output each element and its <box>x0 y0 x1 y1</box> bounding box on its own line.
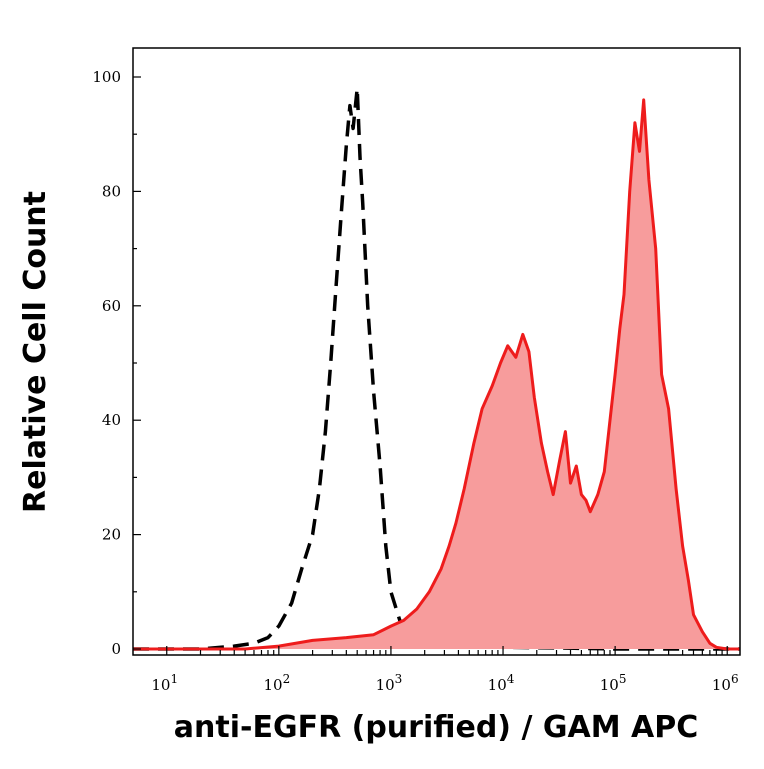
y-tick-label: 40 <box>102 411 121 429</box>
x-tick-label: 101 <box>151 672 178 694</box>
x-tick-label: 102 <box>263 672 290 694</box>
y-tick-label: 20 <box>102 526 121 544</box>
x-tick-label: 103 <box>376 672 403 694</box>
series-1-fill-area <box>133 99 740 649</box>
y-tick-label: 80 <box>102 182 121 200</box>
y-tick-label: 60 <box>102 297 121 315</box>
y-axis-title: Relative Cell Count <box>18 191 53 513</box>
x-axis-title: anti-EGFR (purified) / GAM APC <box>174 710 698 745</box>
y-tick-label: 0 <box>111 640 121 658</box>
x-tick-label: 105 <box>600 672 627 694</box>
x-tick-label: 106 <box>712 672 739 694</box>
series-1-line <box>133 98 740 651</box>
x-tick-label: 104 <box>488 672 515 694</box>
y-tick-label: 100 <box>92 68 121 86</box>
plot-frame <box>132 47 741 656</box>
